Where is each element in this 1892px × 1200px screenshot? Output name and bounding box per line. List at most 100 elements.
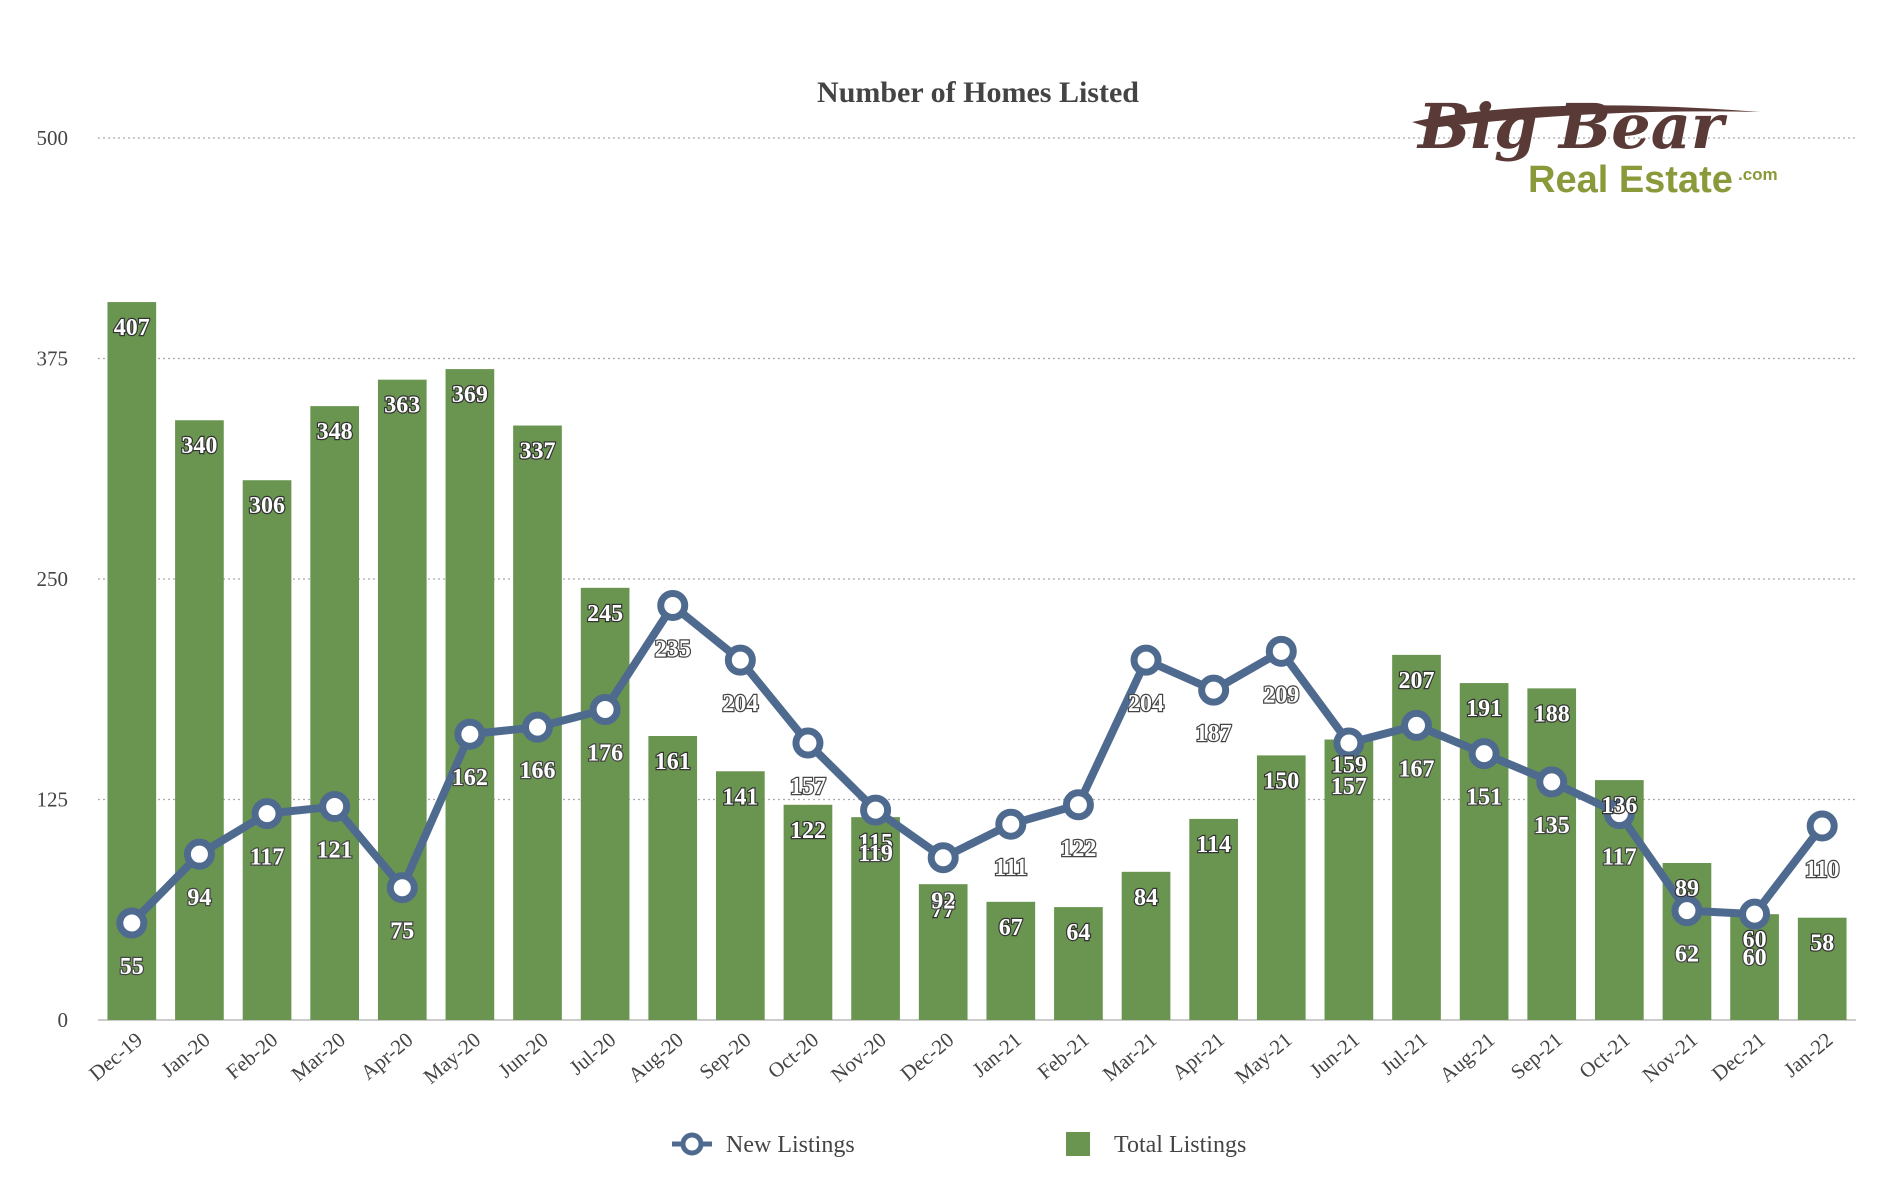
point-new-listings <box>1603 798 1635 830</box>
y-tick-label: 0 <box>58 1008 69 1032</box>
bar-data-label: 136 <box>1601 793 1637 819</box>
bar-total-listings <box>783 804 833 1020</box>
point-new-listings <box>724 644 756 676</box>
x-tick-label: Aug-21 <box>1435 1027 1500 1087</box>
x-tick-label: Dec-21 <box>1707 1027 1770 1085</box>
point-new-listings <box>319 791 351 823</box>
x-tick-label: Jan-21 <box>968 1027 1026 1081</box>
bar-data-label: 64 <box>1066 920 1090 946</box>
bar-data-label: 159 <box>1331 753 1367 779</box>
legend-label-total-listings: Total Listings <box>1114 1132 1246 1158</box>
x-tick-label: May-21 <box>1230 1027 1296 1088</box>
bar-total-listings <box>310 406 359 1020</box>
point-new-listings <box>1198 674 1230 706</box>
bar-data-label: 141 <box>722 784 758 810</box>
legend: New Listings Total Listings <box>672 1132 1246 1158</box>
point-data-label: 92 <box>931 889 955 915</box>
bar-data-label: 407 <box>114 315 150 341</box>
point-new-listings <box>183 838 215 870</box>
bar-data-label: 245 <box>587 601 623 627</box>
point-new-listings <box>251 798 283 830</box>
x-tick-label: Jul-21 <box>1376 1027 1432 1079</box>
bar-total-listings <box>1392 654 1441 1020</box>
point-data-label: 60 <box>1743 945 1767 971</box>
point-data-label: 135 <box>1534 813 1570 839</box>
point-new-listings <box>1739 898 1771 930</box>
point-new-listings <box>1671 895 1703 927</box>
bar-total-listings <box>175 420 224 1020</box>
point-data-label: 166 <box>520 758 556 784</box>
point-new-listings <box>1062 789 1094 821</box>
x-tick-label: Jan-22 <box>1779 1027 1837 1081</box>
point-data-label: 235 <box>655 636 691 662</box>
point-data-label: 117 <box>250 845 285 871</box>
point-new-listings <box>454 718 486 750</box>
point-data-label: 55 <box>120 954 144 980</box>
point-data-label: 167 <box>1399 756 1435 782</box>
point-data-label: 162 <box>452 765 488 791</box>
point-data-label: 157 <box>790 774 826 800</box>
x-tick-label: Jun-20 <box>493 1027 552 1082</box>
x-axis-ticks: Dec-19 Jan-20 Feb-20 Mar-20 Apr-20 May-20 Jun-… <box>84 1027 1837 1088</box>
bar-total-listings <box>648 735 698 1020</box>
x-tick-label: Oct-20 <box>763 1027 823 1083</box>
point-new-listings <box>116 907 148 939</box>
x-tick-label: Feb-20 <box>221 1027 282 1084</box>
bar-total-listings <box>1797 917 1847 1020</box>
bar-data-label: 337 <box>520 439 556 465</box>
point-data-label: 151 <box>1466 785 1502 811</box>
bar-total-listings <box>1527 688 1577 1020</box>
bar-total-listings <box>1730 914 1779 1020</box>
x-tick-label: Sep-21 <box>1506 1027 1567 1084</box>
bar-total-listings <box>377 379 427 1021</box>
bar-data-label: 67 <box>999 915 1023 941</box>
x-tick-label: May-20 <box>419 1027 485 1088</box>
bar-total-listings <box>1324 739 1374 1020</box>
legend-item-new-listings: New Listings <box>672 1132 855 1158</box>
x-tick-label: Sep-20 <box>695 1027 756 1084</box>
x-tick-label: Dec-20 <box>896 1027 959 1085</box>
point-data-label: 110 <box>1805 857 1840 883</box>
point-data-label: 94 <box>187 885 211 911</box>
x-tick-label: Nov-21 <box>1638 1027 1703 1087</box>
big-bear-logo: Big Bear Real Estate .com <box>1412 90 1778 201</box>
point-new-listings <box>589 694 621 726</box>
chart-title: Number of Homes Listed <box>817 76 1139 109</box>
bar-total-listings <box>1459 683 1509 1020</box>
x-tick-label: Jul-20 <box>565 1027 621 1079</box>
bar-data-label: 122 <box>790 818 826 844</box>
bar-data-label: 115 <box>858 830 893 856</box>
bar-total-listings <box>851 817 900 1020</box>
point-data-label: 204 <box>722 691 758 717</box>
y-tick-label: 250 <box>37 567 69 591</box>
bar-data-label: 161 <box>655 749 691 775</box>
line-layer <box>116 589 1838 939</box>
bar-data-label: 207 <box>1399 668 1435 694</box>
point-new-listings <box>860 794 892 826</box>
x-tick-label: Apr-21 <box>1167 1027 1229 1084</box>
point-data-label: 122 <box>1060 836 1096 862</box>
bar-total-listings <box>242 480 292 1020</box>
x-tick-label: Nov-20 <box>826 1027 891 1087</box>
point-data-label: 117 <box>1602 845 1637 871</box>
x-tick-label: Aug-20 <box>623 1027 688 1087</box>
bar-total-listings <box>716 771 765 1020</box>
bar-data-label: 340 <box>181 433 217 459</box>
point-new-listings <box>657 589 689 621</box>
labels-layer: 407 340 306 348 363 369 337 245 161 141 122 115 77 67… <box>113 314 1841 981</box>
x-tick-label: Jun-21 <box>1305 1027 1364 1082</box>
y-tick-label: 125 <box>37 788 69 812</box>
point-data-label: 119 <box>858 841 893 867</box>
point-new-listings <box>1468 738 1500 770</box>
point-new-listings <box>1401 709 1432 741</box>
bar-data-label: 84 <box>1134 885 1158 911</box>
bars-layer <box>107 302 1847 1021</box>
point-data-label: 209 <box>1263 682 1299 708</box>
bar-total-listings <box>1256 755 1306 1020</box>
legend-label-new-listings: New Listings <box>726 1132 855 1158</box>
point-new-listings <box>522 711 553 743</box>
x-tick-label: Mar-21 <box>1098 1027 1161 1086</box>
point-new-listings <box>995 808 1027 840</box>
bar-total-listings <box>580 587 630 1020</box>
bar-total-listings <box>107 302 157 1020</box>
